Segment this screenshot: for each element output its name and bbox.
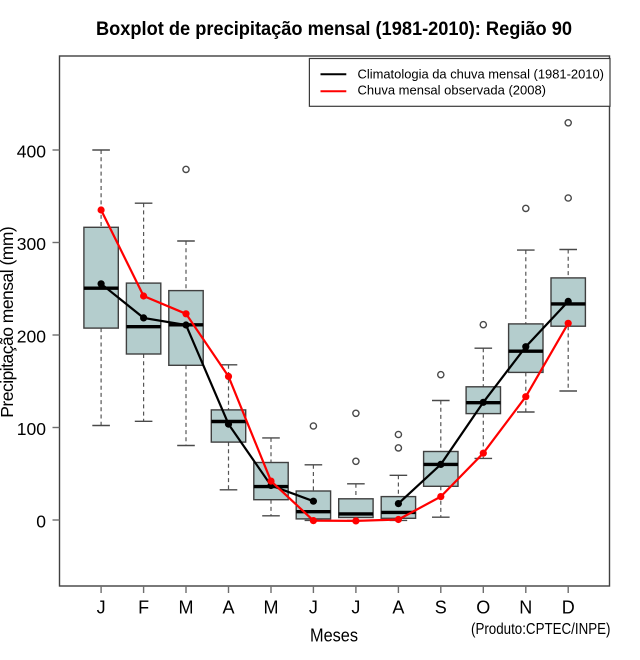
svg-text:J: J [97,597,106,617]
svg-text:J: J [309,597,318,617]
svg-text:O: O [476,597,490,617]
svg-text:Chuva mensal observada (2008): Chuva mensal observada (2008) [358,83,547,97]
svg-text:N: N [519,597,532,617]
svg-text:S: S [435,597,447,617]
svg-text:100: 100 [17,419,46,439]
svg-text:M: M [264,597,279,617]
svg-text:300: 300 [17,234,46,254]
svg-text:200: 200 [17,327,46,347]
svg-text:Climatologia da chuva mensal (: Climatologia da chuva mensal (1981-2010) [358,67,605,81]
svg-text:0: 0 [36,512,46,532]
svg-text:Boxplot de precipitação mensal: Boxplot de precipitação mensal (1981-201… [96,18,572,40]
svg-text:(Produto:CPTEC/INPE): (Produto:CPTEC/INPE) [471,621,611,638]
svg-text:A: A [392,597,404,617]
svg-text:Meses: Meses [310,625,358,646]
svg-text:Precipitação mensal (mm): Precipitação mensal (mm) [0,226,17,418]
svg-text:J: J [351,597,360,617]
svg-text:F: F [138,597,149,617]
svg-text:A: A [222,597,234,617]
svg-text:400: 400 [17,142,46,162]
svg-text:D: D [562,597,575,617]
svg-text:M: M [179,597,194,617]
